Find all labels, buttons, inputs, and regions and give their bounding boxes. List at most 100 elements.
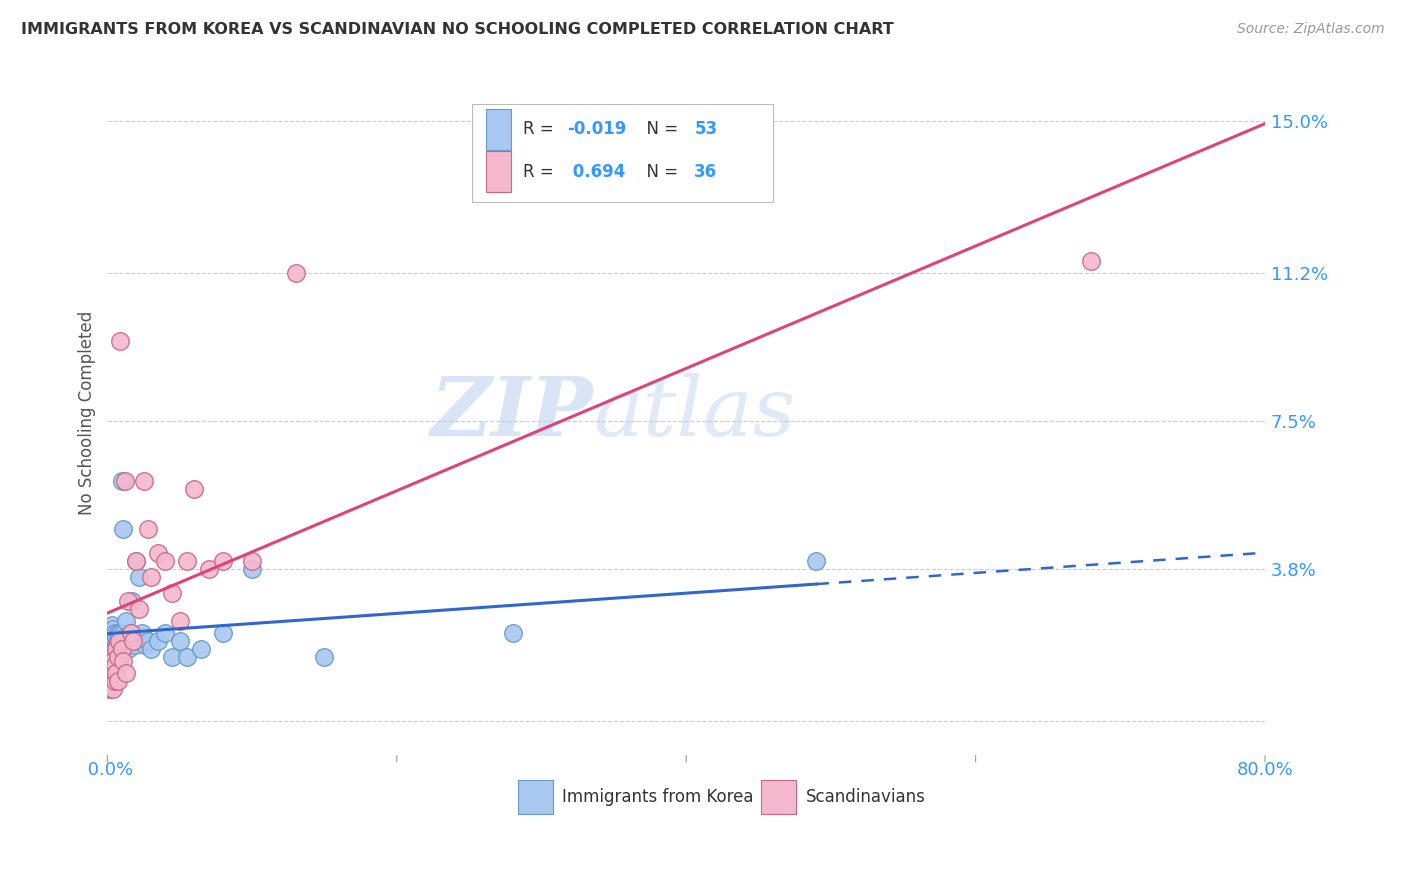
Bar [486,109,512,150]
Point [132,474,155,488]
Point [104,657,127,672]
Point [100,649,122,664]
Point [121,594,143,608]
Point [98,673,121,688]
Point [111,474,134,488]
Point [1080,254,1102,268]
Point [134,638,156,652]
Bar [519,780,553,814]
Point [104,625,127,640]
FancyBboxPatch shape [472,103,773,202]
Point [107,633,129,648]
Point [115,665,138,680]
Point [162,586,184,600]
Point [240,562,263,576]
Point [112,625,135,640]
Point [108,638,131,652]
Point [502,625,524,640]
Text: Immigrants from Korea: Immigrants from Korea [562,788,754,806]
Point [105,630,128,644]
Point [105,665,128,680]
Point [212,554,235,568]
Point [240,554,263,568]
Point [97,681,120,696]
Point [120,625,142,640]
Point [101,622,124,636]
Point [104,633,127,648]
Point [122,633,145,648]
Point [98,625,121,640]
Point [122,630,145,644]
Point [110,334,132,348]
Text: 0.694: 0.694 [567,162,626,180]
Point [169,633,191,648]
Text: Source: ZipAtlas.com: Source: ZipAtlas.com [1237,22,1385,37]
Point [114,630,136,644]
Text: -0.019: -0.019 [567,120,626,138]
Point [105,641,128,656]
Point [120,625,142,640]
Text: N =: N = [637,162,683,180]
Point [146,546,169,560]
Point [101,638,124,652]
Point [155,554,177,568]
Point [169,614,191,628]
Text: IMMIGRANTS FROM KOREA VS SCANDINAVIAN NO SCHOOLING COMPLETED CORRELATION CHART: IMMIGRANTS FROM KOREA VS SCANDINAVIAN NO… [21,22,894,37]
Point [212,625,235,640]
Point [114,474,136,488]
Point [107,625,129,640]
Y-axis label: No Schooling Completed: No Schooling Completed [79,310,96,515]
Point [101,654,124,668]
Point [176,649,198,664]
Point [118,633,141,648]
Point [125,554,148,568]
Text: R =: R = [523,162,560,180]
Point [155,625,177,640]
Point [117,641,139,656]
Text: 53: 53 [695,120,717,138]
Text: Scandinavians: Scandinavians [806,788,925,806]
Point [104,673,127,688]
Point [136,633,159,648]
Point [101,630,124,644]
Point [124,638,146,652]
Point [100,665,122,680]
Point [108,654,131,668]
Point [806,554,828,568]
Point [314,649,336,664]
Point [107,649,129,664]
Point [97,633,120,648]
Point [146,633,169,648]
Point [105,649,128,664]
Bar [762,780,796,814]
Point [183,482,205,496]
Point [117,594,139,608]
Text: ZIP: ZIP [432,373,593,453]
Point [128,570,150,584]
Text: R =: R = [523,120,560,138]
Point [108,633,131,648]
Point [112,522,135,536]
Point [131,625,153,640]
Text: N =: N = [637,120,683,138]
Point [197,562,219,576]
Point [176,554,198,568]
Point [108,630,131,644]
Point [114,638,136,652]
Point [101,681,124,696]
Point [139,570,162,584]
Point [104,646,127,660]
Bar [486,151,512,192]
Point [125,554,148,568]
Point [100,633,122,648]
Point [139,641,162,656]
Point [110,649,132,664]
Point [98,641,121,656]
Point [107,641,129,656]
Point [111,633,134,648]
Point [111,641,134,656]
Text: 36: 36 [695,162,717,180]
Point [110,625,132,640]
Point [190,641,212,656]
Point [284,266,307,280]
